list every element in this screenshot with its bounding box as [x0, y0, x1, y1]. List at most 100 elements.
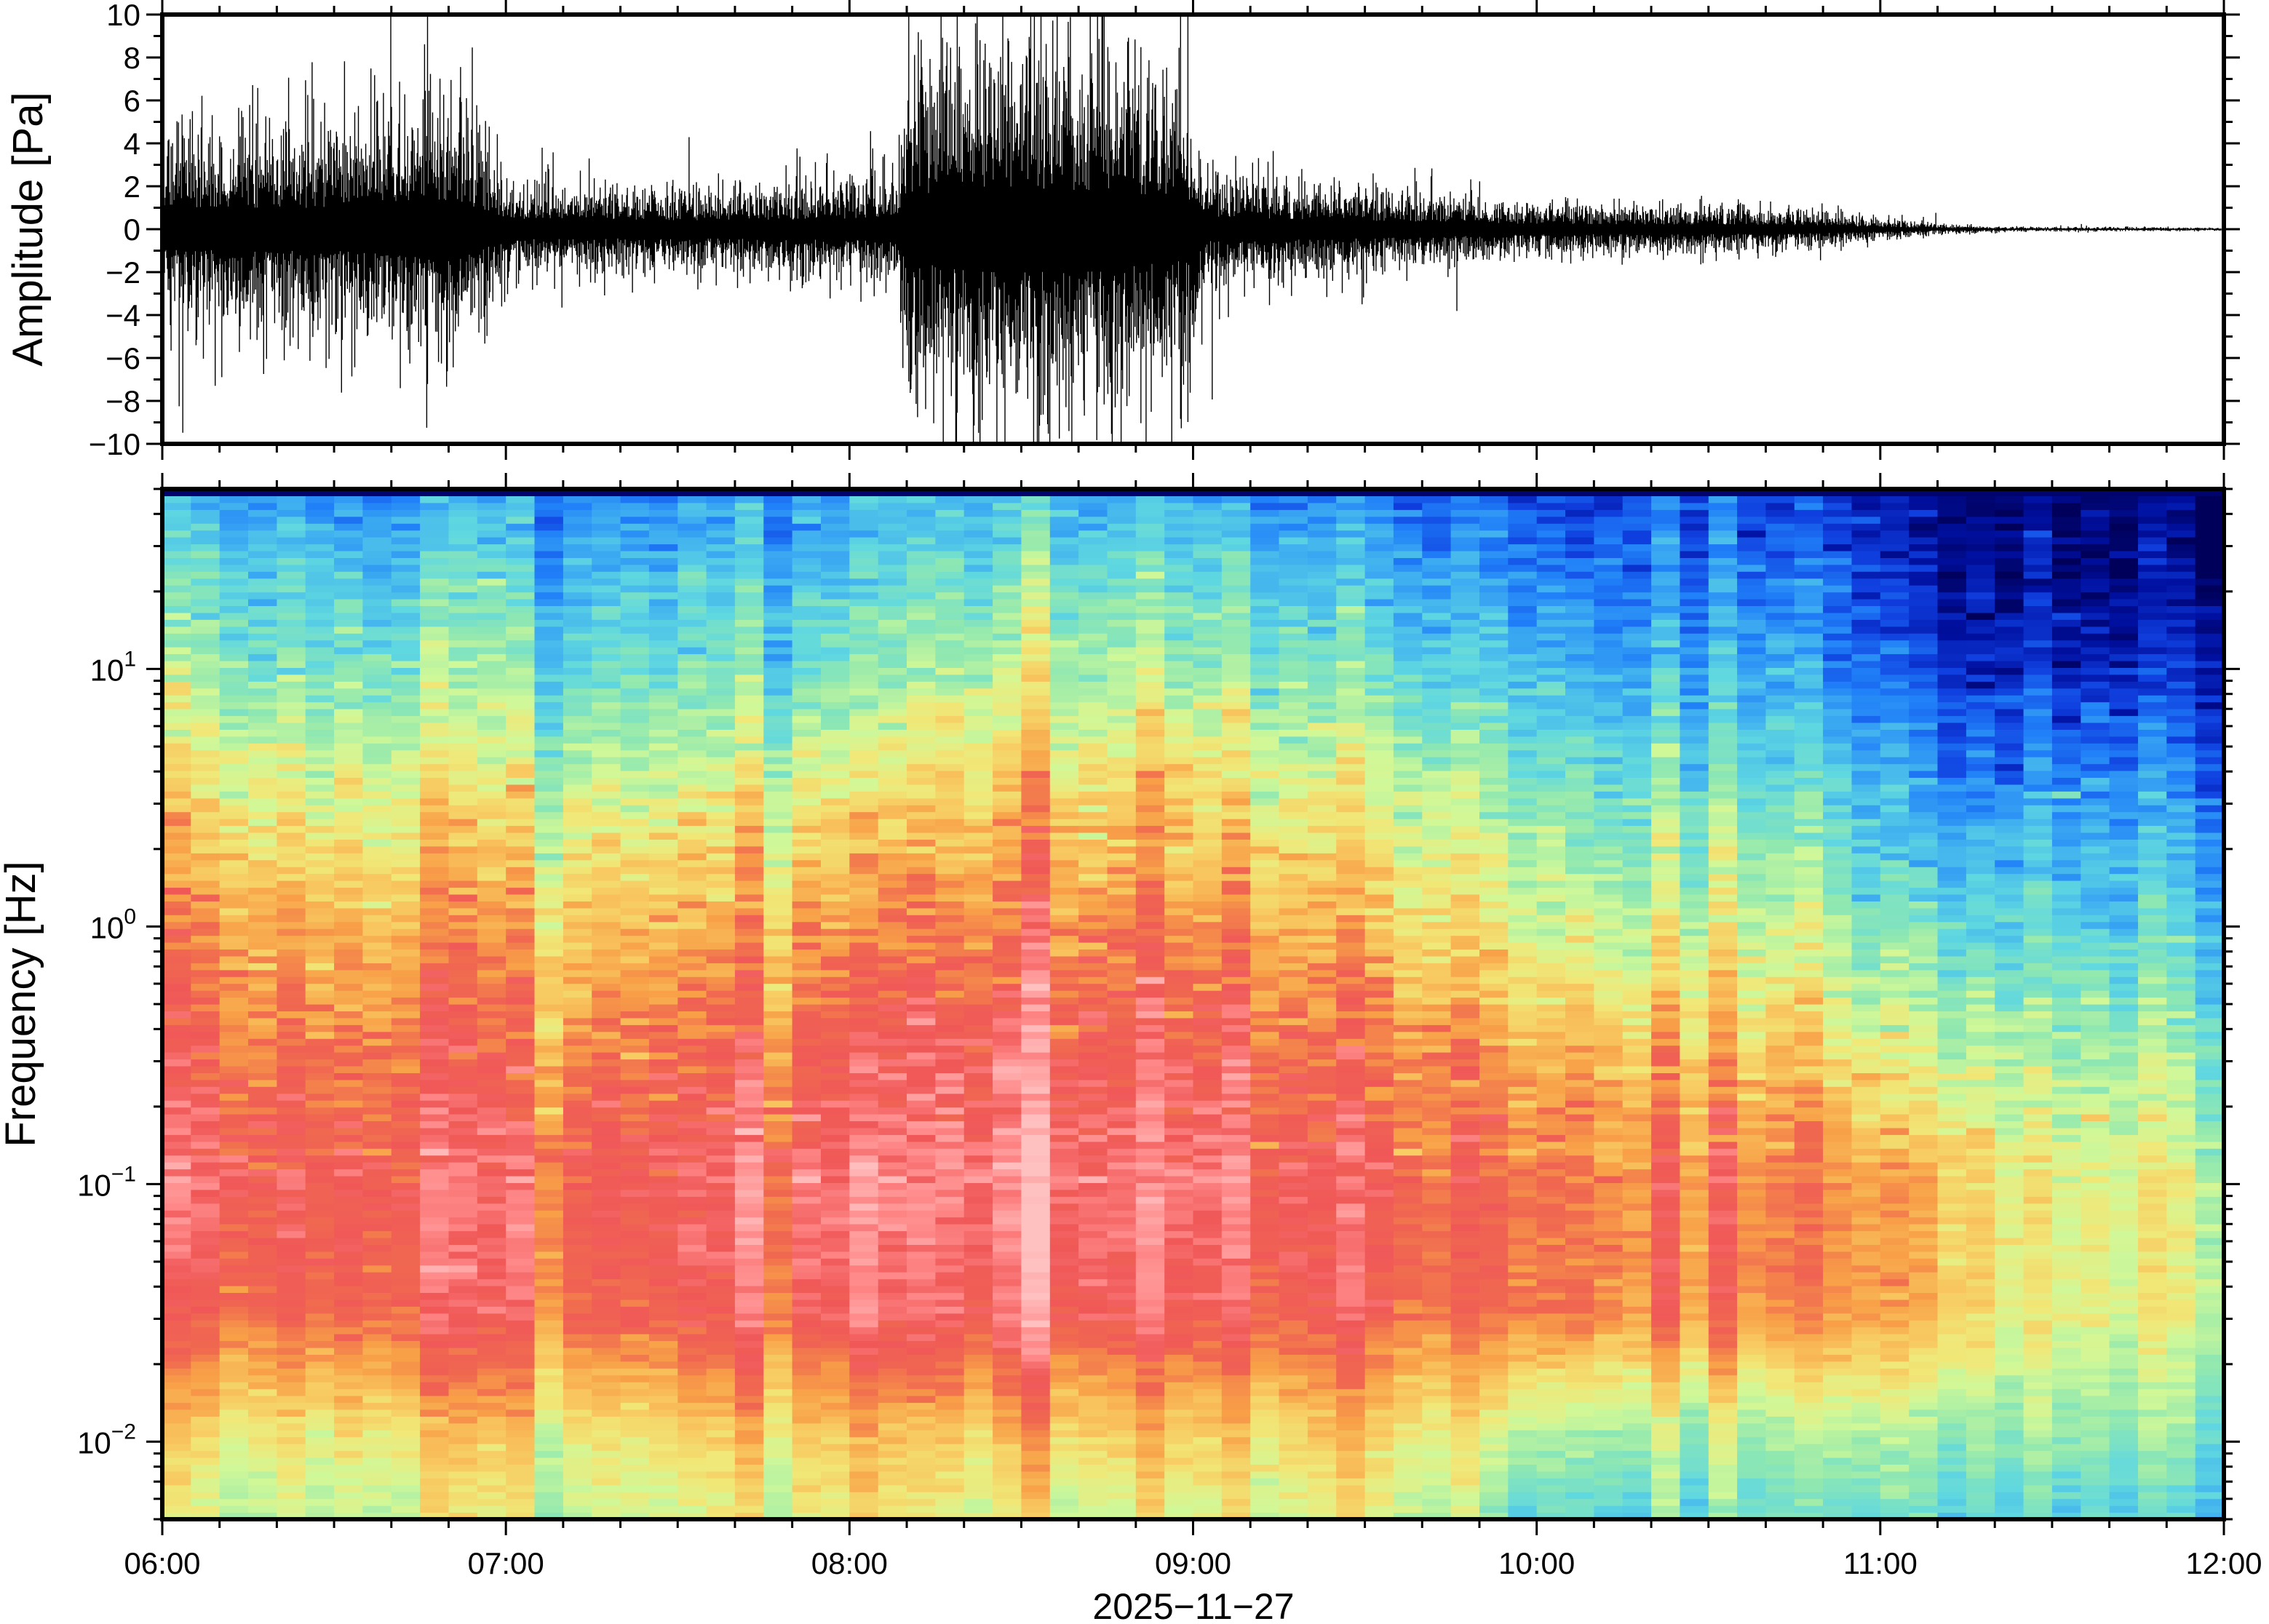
spectrogram-cell — [534, 640, 564, 648]
spectrogram-cell — [448, 1464, 478, 1472]
spectrogram-cell — [1078, 1017, 1108, 1025]
spectrogram-cell — [849, 880, 879, 888]
spectrogram-cell — [305, 578, 335, 586]
spectrogram-cell — [334, 633, 363, 641]
spectrogram-cell — [362, 1127, 392, 1135]
spectrogram-cell — [734, 516, 764, 524]
spectrogram-cell — [305, 1422, 335, 1430]
spectrogram-cell — [305, 640, 335, 648]
spectrogram-cell — [648, 990, 678, 998]
spectrogram-cell — [563, 1416, 592, 1424]
spectrogram-cell — [391, 853, 421, 861]
spectrogram-cell — [1049, 701, 1079, 709]
spectrogram-cell — [734, 880, 764, 888]
spectrogram-cell — [620, 1196, 650, 1204]
spectrogram-cell — [534, 1196, 564, 1204]
spectrogram-cell — [993, 845, 1022, 853]
spectrogram-cell — [420, 1326, 449, 1334]
spectrogram-cell — [677, 777, 707, 785]
spectrogram-cell — [677, 1484, 707, 1492]
spectrogram-cell — [420, 1512, 449, 1520]
spectrogram-cell — [1078, 757, 1108, 765]
spectrogram-cell — [1078, 626, 1108, 634]
spectrogram-cell — [534, 1368, 564, 1376]
spectrogram-cell — [763, 921, 793, 929]
spectrogram-cell — [821, 1066, 850, 1073]
spectrogram-cell — [506, 1052, 536, 1060]
spectrogram-cell — [592, 495, 621, 503]
spectrogram-cell — [506, 853, 536, 861]
spectrogram-cell — [763, 784, 793, 792]
spectrogram-cell — [305, 1024, 335, 1032]
spectrogram-cell — [677, 845, 707, 853]
spectrogram-cell — [706, 647, 736, 655]
spectrogram-cell — [391, 1031, 421, 1039]
spectrogram-cell — [248, 695, 277, 703]
spectrogram-cell — [792, 1155, 822, 1163]
spectrogram-cell — [677, 495, 707, 503]
spectrogram-cell — [935, 859, 965, 867]
spectrogram-cell — [191, 667, 220, 675]
spectrogram-cell — [162, 853, 191, 861]
spectrogram-cell — [420, 894, 449, 901]
spectrogram-cell — [534, 1498, 564, 1506]
spectrogram-cell — [334, 867, 363, 875]
spectrogram-cell — [477, 1272, 506, 1280]
spectrogram-cell — [420, 845, 449, 853]
spectrogram-cell — [534, 969, 564, 977]
spectrogram-cell — [219, 1066, 249, 1073]
spectrogram-cell — [993, 1292, 1022, 1300]
spectrogram-cell — [334, 983, 363, 991]
spectrogram-cell — [821, 1004, 850, 1011]
spectrogram-cell — [305, 612, 335, 620]
spectrogram-cell — [277, 1162, 306, 1170]
spectrogram-cell — [334, 771, 363, 778]
spectrogram-cell — [362, 1238, 392, 1245]
spectrogram-cell — [391, 1224, 421, 1232]
spectrogram-cell — [362, 557, 392, 565]
spectrogram-cell — [963, 1436, 993, 1444]
spectrogram-cell — [420, 1292, 449, 1300]
spectrogram-cell — [248, 1148, 277, 1156]
spectrogram-cell — [963, 894, 993, 901]
spectrogram-cell — [391, 797, 421, 805]
spectrogram-cell — [706, 1278, 736, 1286]
spectrogram-cell — [506, 578, 536, 586]
spectrogram-cell — [907, 1450, 936, 1458]
spectrogram-cell — [792, 1313, 822, 1321]
spectrogram-cell — [993, 1340, 1022, 1348]
spectrogram-cell — [420, 695, 449, 703]
spectrogram-cell — [1078, 578, 1108, 586]
spectrogram-cell — [1107, 1368, 1137, 1376]
spectrogram-cell — [907, 502, 936, 510]
spectrogram-cell — [219, 530, 249, 538]
spectrogram-cell — [878, 955, 907, 963]
spectrogram-cell — [993, 797, 1022, 805]
spectrogram-cell — [1021, 599, 1051, 606]
spectrogram-cell — [677, 1107, 707, 1115]
spectrogram-cell — [448, 797, 478, 805]
spectrogram-cell — [734, 1416, 764, 1424]
spectrogram-cell — [477, 1470, 506, 1478]
spectrogram-cell — [821, 1210, 850, 1218]
spectrogram-cell — [191, 1230, 220, 1238]
spectrogram-cell — [506, 784, 536, 792]
spectrogram-cell — [792, 1182, 822, 1190]
spectrogram-cell — [1049, 1059, 1079, 1067]
spectrogram-cell — [792, 1320, 822, 1328]
spectrogram-cell — [248, 1182, 277, 1190]
spectrogram-cell — [677, 1121, 707, 1129]
spectrogram-cell — [391, 661, 421, 668]
spectrogram-cell — [477, 1107, 506, 1115]
spectrogram-cell — [907, 1107, 936, 1115]
spectrogram-cell — [191, 1272, 220, 1280]
spectrogram-cell — [477, 1292, 506, 1300]
spectrogram-cell — [849, 667, 879, 675]
spectrogram-cell — [448, 811, 478, 819]
spectrogram-cell — [963, 1017, 993, 1025]
spectrogram-cell — [849, 853, 879, 861]
spectrogram-cell — [1078, 1079, 1108, 1087]
spectrogram-cell — [592, 1396, 621, 1404]
spectrogram-cell — [1021, 1286, 1051, 1293]
spectrogram-cell — [1078, 1024, 1108, 1032]
